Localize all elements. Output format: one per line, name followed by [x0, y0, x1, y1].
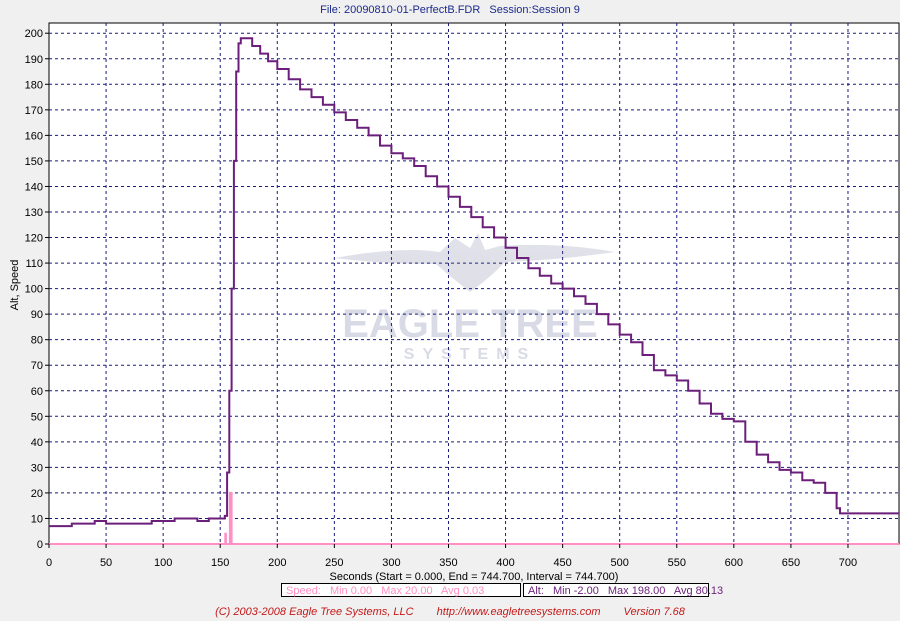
y-tick-label: 140 — [25, 181, 43, 193]
x-tick-label: 500 — [611, 557, 629, 569]
footer: (C) 2003-2008 Eagle Tree Systems, LLC ht… — [0, 604, 900, 621]
series-line-alt — [49, 37, 899, 528]
series-line-speed — [49, 491, 899, 545]
session-label: Session:Session 9 — [489, 4, 580, 16]
watermark-sub: SYSTEMS — [404, 346, 536, 363]
watermark-brand: EAGLE TREE — [342, 302, 598, 346]
y-tick-label: 40 — [31, 437, 43, 449]
y-tick-label: 60 — [31, 386, 43, 398]
copyright-text: (C) 2003-2008 Eagle Tree Systems, LLC — [215, 606, 414, 618]
legend-speed-max: Max 20.00 — [381, 585, 433, 597]
y-tick-label: 160 — [25, 130, 43, 142]
y-tick-label: 90 — [31, 309, 43, 321]
x-tick-label: 0 — [46, 557, 52, 569]
x-axis-title: Seconds (Start = 0.000, End = 744.700, I… — [330, 571, 619, 583]
y-axis-ticks: 0 10 20 30 40 50 60 70 80 90 100 110 120 130 140 150 160… — [25, 28, 49, 551]
y-tick-label: 70 — [31, 360, 43, 372]
x-tick-label: 50 — [100, 557, 112, 569]
series — [49, 37, 899, 545]
x-tick-label: 300 — [382, 557, 400, 569]
y-tick-label: 80 — [31, 335, 43, 347]
legend-alt-name: Alt: — [528, 585, 544, 597]
legend-speed: Speed: Min 0.00 Max 20.00 Avg 0.03 — [281, 583, 521, 597]
x-tick-label: 600 — [725, 557, 743, 569]
legend-speed-avg: Avg 0.03 — [441, 585, 485, 597]
x-axis-ticks: 0 50 100 150 200 250 300 350 400 450 500 550 600 650 7… — [46, 544, 857, 569]
y-tick-label: 100 — [25, 284, 43, 296]
legend-alt-avg: Avg 80.13 — [673, 585, 724, 597]
y-tick-label: 110 — [25, 258, 43, 270]
website-link[interactable]: http://www.eagletreesystems.com — [436, 606, 601, 618]
x-tick-label: 400 — [496, 557, 514, 569]
y-tick-label: 180 — [25, 79, 43, 91]
y-tick-label: 50 — [31, 411, 43, 423]
version-text: Version 7.68 — [623, 606, 685, 618]
x-tick-label: 200 — [268, 557, 286, 569]
y-tick-label: 30 — [31, 462, 43, 474]
y-axis-title: Alt, Speed — [9, 260, 21, 311]
x-tick-label: 700 — [839, 557, 857, 569]
y-tick-label: 10 — [31, 513, 43, 525]
x-tick-label: 650 — [782, 557, 800, 569]
chart-header: File: 20090810-01-PerfectB.FDR Session:S… — [0, 0, 900, 20]
x-tick-label: 350 — [439, 557, 457, 569]
x-tick-label: 550 — [668, 557, 686, 569]
x-tick-label: 450 — [553, 557, 571, 569]
legend-alt-min: Min -2.00 — [552, 585, 599, 597]
chart: EAGLE TREE SYSTEMS 0 10 20 30 40 50 60 70 80 90 10… — [9, 22, 900, 583]
legend-alt-max: Max 198.00 — [607, 585, 666, 597]
file-name-label: File: 20090810-01-PerfectB.FDR — [320, 4, 481, 16]
y-tick-label: 190 — [25, 54, 43, 66]
y-tick-label: 0 — [37, 539, 43, 551]
legend-speed-name: Speed: — [286, 585, 321, 597]
x-tick-label: 250 — [325, 557, 343, 569]
x-tick-label: 150 — [211, 557, 229, 569]
y-tick-label: 200 — [25, 28, 43, 40]
watermark-logo: EAGLE TREE SYSTEMS — [335, 233, 615, 363]
legend-speed-min: Min 0.00 — [329, 585, 373, 597]
y-tick-label: 150 — [25, 156, 43, 168]
y-tick-label: 170 — [25, 105, 43, 117]
eagle-wings-icon — [335, 233, 615, 292]
x-tick-label: 100 — [154, 557, 172, 569]
y-tick-label: 130 — [25, 207, 43, 219]
y-tick-label: 120 — [25, 233, 43, 245]
y-tick-label: 20 — [31, 488, 43, 500]
legend-alt: Alt: Min -2.00 Max 198.00 Avg 80.13 — [523, 583, 723, 597]
